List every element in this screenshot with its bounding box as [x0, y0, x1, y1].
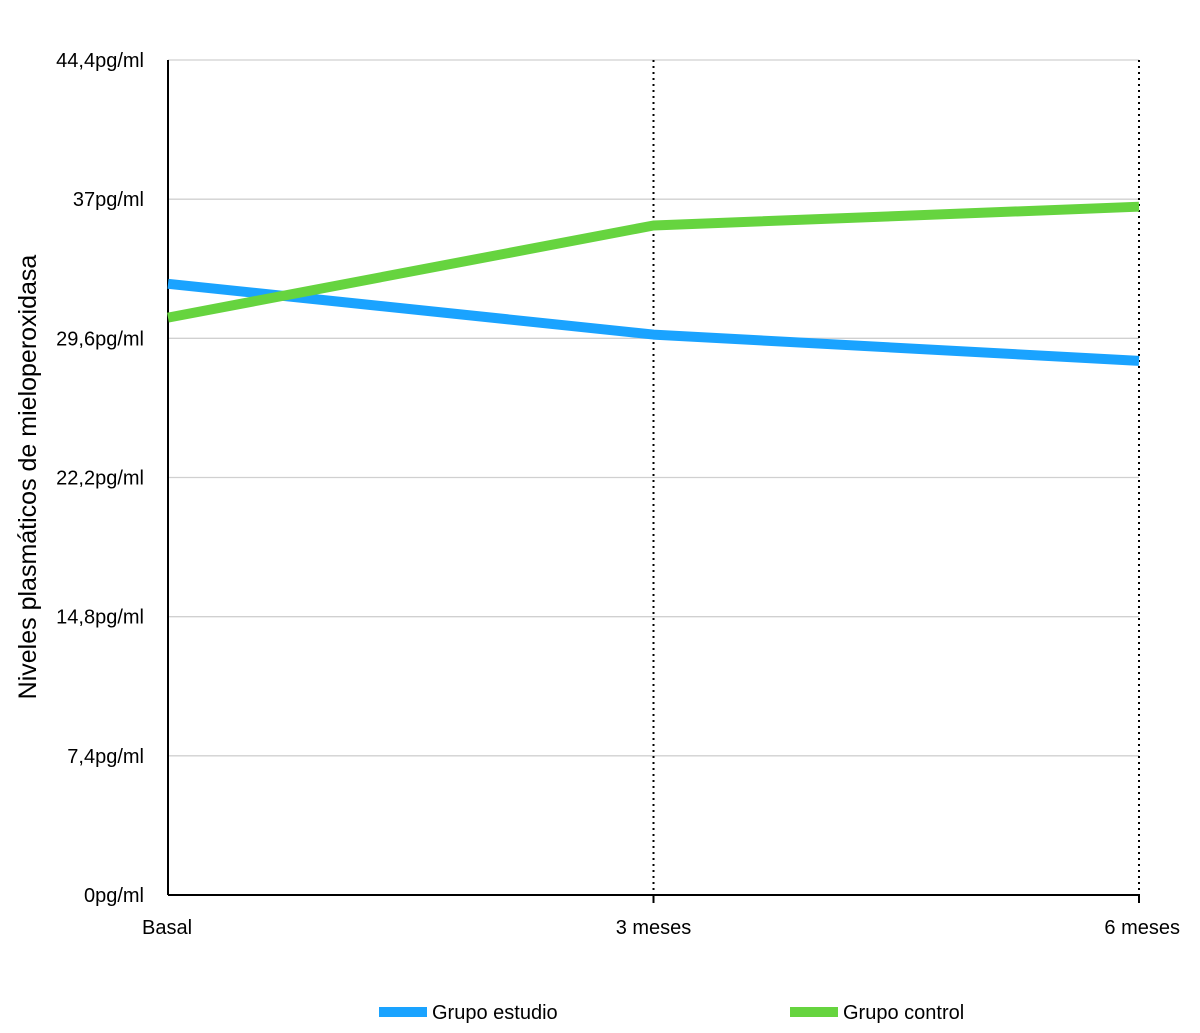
y-axis-label: Niveles plasmáticos de mieloperoxidasa [14, 255, 42, 700]
category-dotted-lines [652, 60, 1140, 903]
x-tick-label: 6 meses [1104, 917, 1180, 939]
legend: Grupo estudio Grupo control [379, 1002, 964, 1024]
y-tick-label: 29,6pg/ml [56, 328, 144, 350]
series-lines [167, 201, 1140, 366]
legend-label: Grupo estudio [432, 1002, 558, 1024]
y-tick-label: 22,2pg/ml [56, 468, 144, 490]
legend-label: Grupo control [843, 1002, 964, 1024]
y-tick-label: 14,8pg/ml [56, 607, 144, 629]
gridlines [168, 59, 1139, 757]
x-tick-label: 3 meses [616, 917, 692, 939]
y-tick-label: 7,4pg/ml [67, 746, 144, 768]
x-tick-labels: Basal 3 meses 6 meses [142, 917, 1180, 939]
x-tick-label: Basal [142, 917, 192, 939]
y-tick-label: 44,4pg/ml [56, 50, 144, 72]
series-line [167, 278, 1140, 366]
y-tick-label: 0pg/ml [84, 885, 144, 907]
y-tick-label: 37pg/ml [73, 189, 144, 211]
y-tick-labels: 0pg/ml 7,4pg/ml 14,8pg/ml 22,2pg/ml 29,6pg/m… [56, 50, 144, 907]
axes [167, 60, 1139, 896]
series-line [167, 201, 1140, 323]
